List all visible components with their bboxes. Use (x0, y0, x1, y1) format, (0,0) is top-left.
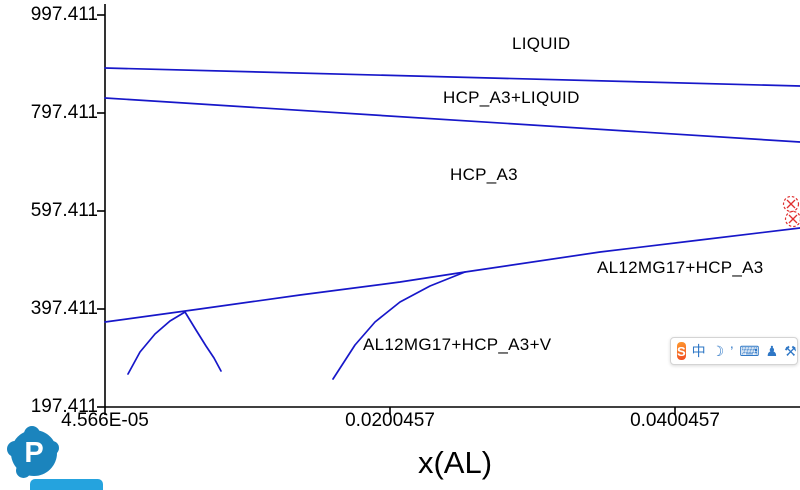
pandat-logo-icon[interactable]: P (7, 426, 60, 479)
region-label-liquid: LIQUID (512, 34, 571, 53)
x-tick-label: 4.566E-05 (61, 410, 149, 431)
ime-logo-icon[interactable]: S (677, 342, 686, 360)
region-label-al12mg17-hcp: AL12MG17+HCP_A3 (597, 258, 764, 277)
x-tick-label: 0.0400457 (630, 410, 720, 431)
ime-punctuation-icon[interactable]: ’ (730, 343, 734, 359)
y-tick-label: 397.411 (30, 298, 98, 319)
y-tick-label: 197.411 (30, 396, 98, 417)
pandat-logo-letter: P (11, 430, 57, 476)
x-tick-label: 0.0200457 (345, 410, 435, 431)
ime-person-icon[interactable]: ♟ (765, 343, 779, 359)
ime-toolbar[interactable]: S 中 ☽ ’ ⌨ ♟ ⚒ (670, 337, 798, 365)
region-label-al12mg17-hcp-v: AL12MG17+HCP_A3+V (363, 335, 552, 354)
ime-toolbox-icon[interactable]: ⚒ (784, 343, 797, 359)
y-tick-label: 997.411 (30, 4, 98, 25)
ime-language-icon[interactable]: 中 (691, 343, 706, 359)
region-label-hcp-a3: HCP_A3 (450, 165, 518, 184)
region-label-hcp-liquid: HCP_A3+LIQUID (443, 88, 580, 107)
ime-moon-icon[interactable]: ☽ (711, 343, 725, 359)
ime-keyboard-icon[interactable]: ⌨ (739, 343, 760, 359)
x-axis-title: x(AL) (417, 445, 493, 480)
bottom-blue-bar (30, 479, 103, 490)
y-tick-label: 597.411 (30, 200, 98, 221)
y-tick-label: 797.411 (30, 102, 98, 123)
